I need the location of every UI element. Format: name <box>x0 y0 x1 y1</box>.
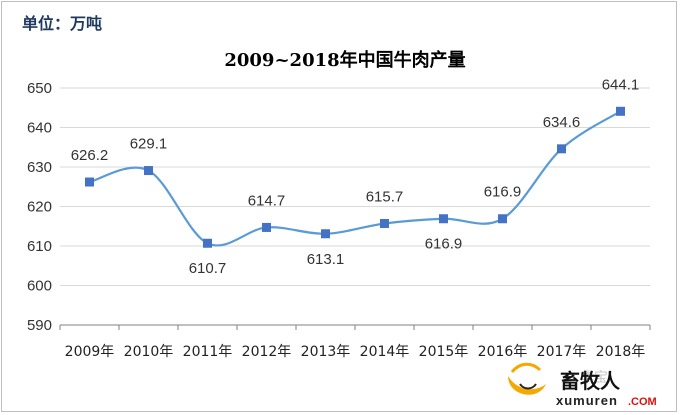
watermark: 华宝 畜牧人 xumuren .COM <box>508 362 657 408</box>
y-tick-label: 640 <box>27 120 52 137</box>
data-point-marker <box>85 177 94 187</box>
unit-label: 单位：万吨 <box>22 14 103 33</box>
marker-group <box>85 106 625 248</box>
data-point-marker <box>262 222 271 232</box>
data-label: 616.9 <box>425 236 463 253</box>
smile-leaf-icon <box>508 362 546 395</box>
gridlines <box>60 87 650 286</box>
x-tick-label: 2018年 <box>596 344 646 360</box>
x-tick-label: 2009年 <box>65 344 115 360</box>
y-axis-ticks: 590 600 610 620 630 640 650 <box>27 80 52 334</box>
data-point-marker <box>144 166 153 176</box>
chart-title: 2009~2018年中国牛肉产量 <box>224 50 466 71</box>
series-line <box>89 110 622 247</box>
data-point-marker <box>616 106 625 116</box>
watermark-url: xumuren <box>556 393 618 408</box>
data-point-marker <box>380 218 389 228</box>
x-tick-label: 2014年 <box>360 344 410 360</box>
data-label: 610.7 <box>189 260 227 277</box>
data-point-marker <box>321 229 330 239</box>
data-label: 615.7 <box>366 188 404 205</box>
x-tick-label: 2010年 <box>124 344 174 360</box>
x-tick-label: 2016年 <box>478 344 528 360</box>
watermark-sub: 华宝 <box>580 370 608 386</box>
watermark-tld: .COM <box>628 396 657 408</box>
data-label-group: 626.2 629.1 610.7 614.7 613.1 615.7 616.9 616.9… <box>71 76 640 277</box>
y-tick-label: 610 <box>27 238 52 255</box>
watermark-name: 畜牧人 <box>560 369 621 393</box>
data-point-marker <box>439 214 448 224</box>
y-tick-label: 590 <box>27 317 52 334</box>
data-label: 616.9 <box>484 184 522 201</box>
data-point-marker <box>498 214 507 224</box>
y-tick-label: 630 <box>27 159 52 176</box>
x-axis: 2009年 2010年 2011年 2012年 2013年 2014年 2015年 2016年… <box>59 324 651 360</box>
data-label: 634.6 <box>543 114 581 131</box>
data-label: 613.1 <box>307 251 345 268</box>
series-line-group <box>89 110 622 247</box>
data-label: 629.1 <box>130 136 168 153</box>
x-tick-label: 2012年 <box>242 344 292 360</box>
data-point-marker <box>557 144 566 154</box>
y-tick-label: 620 <box>27 199 52 216</box>
data-label: 626.2 <box>71 147 109 164</box>
data-label: 644.1 <box>602 76 640 93</box>
data-point-marker <box>203 238 212 248</box>
x-tick-label: 2017年 <box>537 344 587 360</box>
data-label: 614.7 <box>248 192 286 209</box>
x-tick-label: 2013年 <box>301 344 351 360</box>
x-tick-label: 2011年 <box>183 344 233 360</box>
y-tick-label: 600 <box>27 278 52 295</box>
x-tick-label: 2015年 <box>419 344 469 360</box>
y-tick-label: 650 <box>27 80 52 97</box>
